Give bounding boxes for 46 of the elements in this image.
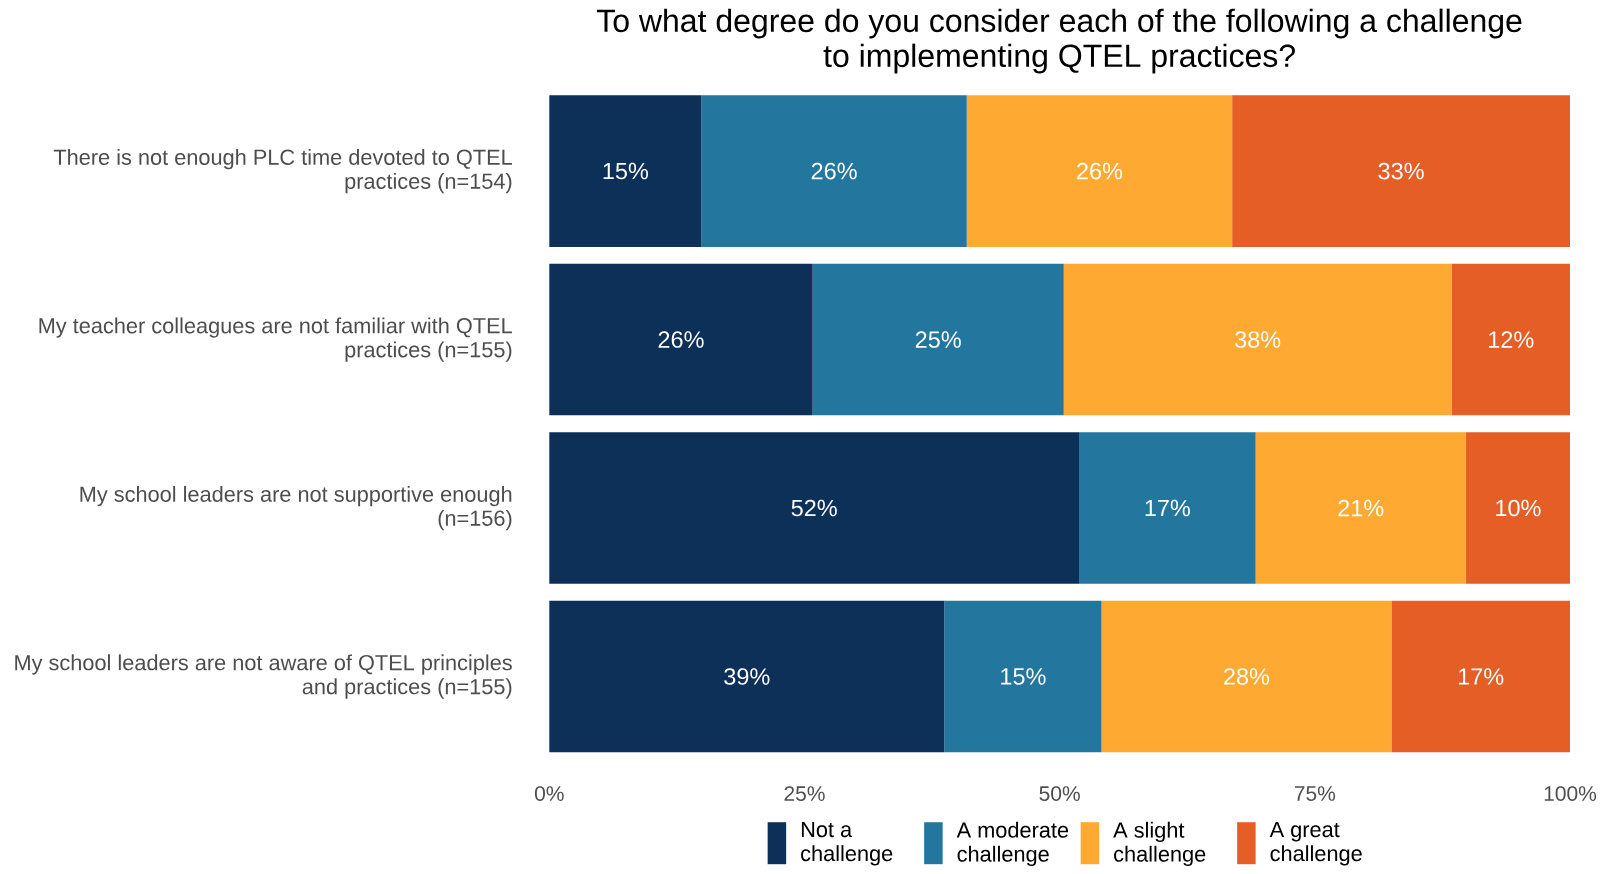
legend-label: Not a challenge [801,822,893,866]
bar [701,95,967,247]
data-label: 15% [1001,668,1046,685]
x-tick-label: 0% [534,786,564,801]
data-label: 25% [915,331,961,348]
y-tick-label: My teacher colleagues are not familiar with QTEL practices (n=155) [39,317,512,362]
data-label: 26% [1077,162,1123,180]
bar [1232,95,1570,247]
bar [1451,263,1570,416]
legend-label: A great challenge [1269,822,1362,866]
bar [1101,600,1392,753]
data-label: 15% [603,162,649,180]
data-label: 17% [1145,499,1191,517]
bar [549,600,945,753]
data-label: 33% [1378,162,1424,180]
legend-label: A moderate challenge [956,821,1069,867]
bar [1391,600,1570,753]
bar [549,95,702,247]
legend-label: A slight challenge [1113,821,1206,867]
data-label: 39% [724,668,770,685]
data-label: 10% [1496,499,1541,517]
bar [1255,432,1466,584]
bar [966,95,1233,247]
bar [1465,432,1570,584]
data-label: 21% [1338,499,1384,517]
x-tick-label: 50% [1039,786,1080,801]
chart-title: To what degree do you consider each of the following a challenge to implementing QTEL practices? [596,8,1522,74]
bar [812,263,1064,416]
y-tick-label: There is not enough PLC time devoted to QTEL practices (n=154) [53,148,512,194]
data-label: 28% [1224,668,1270,685]
x-tick-label: 75% [1294,786,1336,801]
data-label: 12% [1489,331,1534,348]
bar [944,600,1102,753]
y-tick-label: My school leaders are not supportive enough (n=156) [80,485,512,531]
y-tick-label: My school leaders are not aware of QTEL principles and practices (n=155) [15,654,512,699]
bar [549,263,813,416]
data-label: 26% [811,162,857,180]
x-tick-label: 100% [1544,786,1597,801]
data-label: 52% [791,499,837,517]
bar [1063,263,1452,416]
bar [549,432,1080,584]
data-label: 26% [658,331,704,348]
data-label: 38% [1235,331,1281,348]
data-label: 17% [1458,668,1504,685]
x-tick-label: 25% [784,786,825,801]
bar [1079,432,1256,584]
